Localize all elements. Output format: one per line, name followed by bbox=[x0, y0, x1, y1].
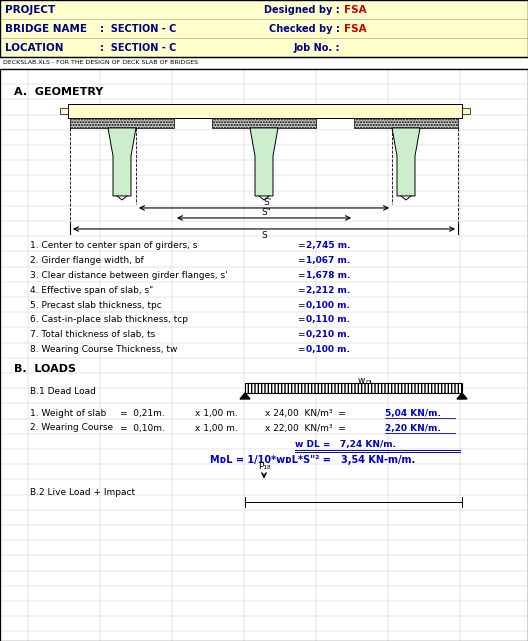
Text: w DL =   7,24 KN/m.: w DL = 7,24 KN/m. bbox=[295, 440, 396, 449]
Text: 1. Center to center span of girders, s: 1. Center to center span of girders, s bbox=[30, 242, 197, 251]
Text: B.  LOADS: B. LOADS bbox=[14, 364, 76, 374]
Text: 2. Wearing Course: 2. Wearing Course bbox=[30, 424, 113, 433]
Text: 8. Wearing Course Thickness, tw: 8. Wearing Course Thickness, tw bbox=[30, 345, 177, 354]
Text: x 22,00  KN/m³  =: x 22,00 KN/m³ = bbox=[265, 424, 346, 433]
Bar bbox=[0, 0, 528, 57]
Text: 2. Girder flange width, bf: 2. Girder flange width, bf bbox=[30, 256, 144, 265]
Text: MᴅL = 1/10*wᴅL*S"² =   3,54 KN-m/m.: MᴅL = 1/10*wᴅL*S"² = 3,54 KN-m/m. bbox=[210, 454, 415, 465]
Text: 2,20 KN/m.: 2,20 KN/m. bbox=[385, 424, 441, 433]
Text: 3. Clear distance between girder flanges, s': 3. Clear distance between girder flanges… bbox=[30, 271, 228, 280]
Text: Designed by :: Designed by : bbox=[264, 5, 340, 15]
Polygon shape bbox=[240, 393, 250, 399]
Text: 2,745 m.: 2,745 m. bbox=[306, 242, 351, 251]
Text: 1,067 m.: 1,067 m. bbox=[306, 256, 350, 265]
Text: 0,100 m.: 0,100 m. bbox=[306, 301, 350, 310]
Text: 1,678 m.: 1,678 m. bbox=[306, 271, 351, 280]
Text: =: = bbox=[297, 345, 305, 354]
Bar bbox=[0, 69, 528, 641]
Text: 4. Effective span of slab, s": 4. Effective span of slab, s" bbox=[30, 286, 153, 295]
Text: B.1 Dead Load: B.1 Dead Load bbox=[30, 387, 96, 395]
Text: 5,04 KN/m.: 5,04 KN/m. bbox=[385, 409, 441, 418]
Text: :  SECTION - C: : SECTION - C bbox=[100, 43, 176, 53]
Text: 2,212 m.: 2,212 m. bbox=[306, 286, 350, 295]
Polygon shape bbox=[457, 393, 467, 399]
Polygon shape bbox=[392, 128, 420, 196]
Text: DECKSLAB.XLS - FOR THE DESIGN OF DECK SLAB OF BRIDGES: DECKSLAB.XLS - FOR THE DESIGN OF DECK SL… bbox=[3, 60, 198, 65]
Bar bbox=[70, 118, 174, 128]
Bar bbox=[0, 57, 528, 69]
Text: =: = bbox=[297, 330, 305, 339]
Text: x 1,00 m.: x 1,00 m. bbox=[195, 424, 238, 433]
Text: LOCATION: LOCATION bbox=[5, 43, 63, 53]
Text: =: = bbox=[297, 286, 305, 295]
Bar bbox=[212, 118, 316, 128]
Text: FSA: FSA bbox=[344, 24, 366, 34]
Text: w: w bbox=[358, 376, 365, 385]
Text: 0,100 m.: 0,100 m. bbox=[306, 345, 350, 354]
Text: Job No. :: Job No. : bbox=[294, 43, 340, 53]
Text: =: = bbox=[297, 315, 305, 324]
Text: 7. Total thickness of slab, ts: 7. Total thickness of slab, ts bbox=[30, 330, 155, 339]
Text: :  SECTION - C: : SECTION - C bbox=[100, 24, 176, 34]
Text: =  0,10m.: = 0,10m. bbox=[120, 424, 165, 433]
Text: BRIDGE NAME: BRIDGE NAME bbox=[5, 24, 87, 34]
Text: =  0,21m.: = 0,21m. bbox=[120, 409, 165, 418]
Text: P₁₈: P₁₈ bbox=[258, 462, 270, 471]
Bar bbox=[462, 108, 470, 114]
Text: S: S bbox=[261, 231, 267, 240]
Text: A.  GEOMETRY: A. GEOMETRY bbox=[14, 87, 103, 97]
Polygon shape bbox=[250, 128, 278, 196]
Text: PROJECT: PROJECT bbox=[5, 5, 55, 15]
Text: S': S' bbox=[263, 199, 271, 208]
Text: =: = bbox=[297, 271, 305, 280]
Text: Checked by :: Checked by : bbox=[269, 24, 340, 34]
Bar bbox=[245, 383, 462, 393]
Bar bbox=[68, 104, 462, 118]
Text: =: = bbox=[297, 301, 305, 310]
Text: =: = bbox=[297, 256, 305, 265]
Bar bbox=[60, 108, 68, 114]
Text: x 24,00  KN/m³  =: x 24,00 KN/m³ = bbox=[265, 409, 346, 418]
Text: 1. Weight of slab: 1. Weight of slab bbox=[30, 409, 106, 418]
Text: S": S" bbox=[261, 208, 271, 217]
Polygon shape bbox=[108, 128, 136, 196]
Text: =: = bbox=[297, 242, 305, 251]
Text: x 1,00 m.: x 1,00 m. bbox=[195, 409, 238, 418]
Bar bbox=[354, 118, 458, 128]
Text: 0,110 m.: 0,110 m. bbox=[306, 315, 350, 324]
Text: FSA: FSA bbox=[344, 5, 366, 15]
Text: B.2 Live Load + Impact: B.2 Live Load + Impact bbox=[30, 488, 135, 497]
Text: 5. Precast slab thickness, tpc: 5. Precast slab thickness, tpc bbox=[30, 301, 162, 310]
Text: 6. Cast-in-place slab thickness, tcp: 6. Cast-in-place slab thickness, tcp bbox=[30, 315, 188, 324]
Text: 0,210 m.: 0,210 m. bbox=[306, 330, 350, 339]
Text: DL: DL bbox=[365, 380, 373, 385]
